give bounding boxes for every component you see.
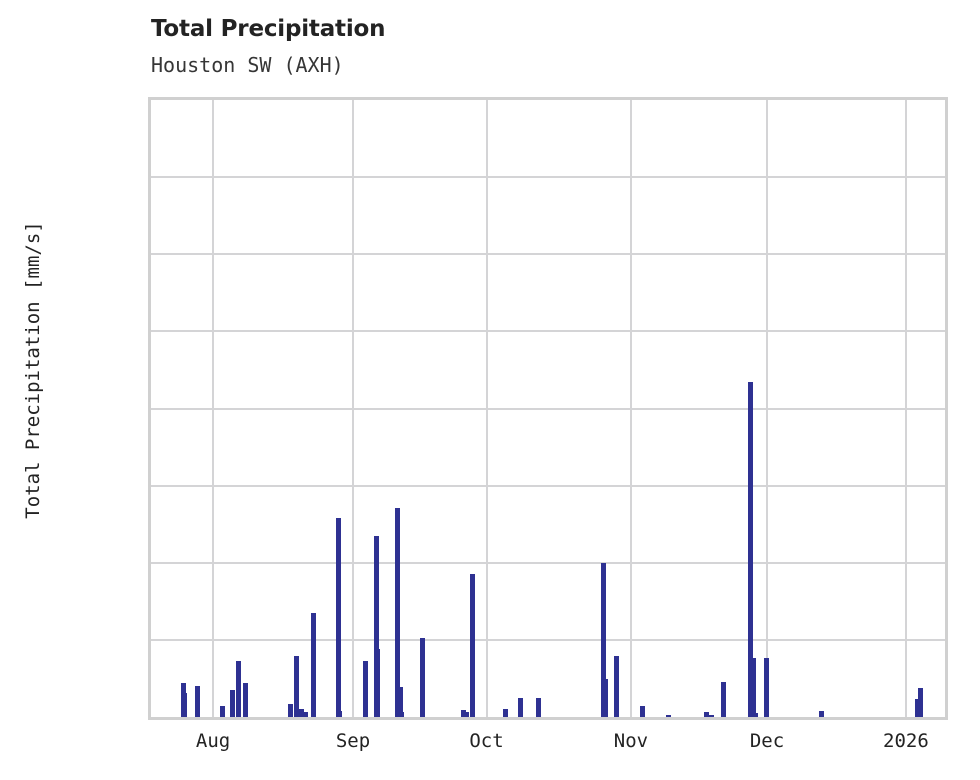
bar bbox=[398, 712, 404, 717]
bar bbox=[243, 683, 249, 717]
bar bbox=[748, 381, 754, 717]
x-tick-label: Oct bbox=[469, 730, 504, 752]
bar bbox=[194, 685, 200, 717]
axis-right-spine bbox=[945, 100, 948, 720]
bar bbox=[460, 710, 466, 717]
bar bbox=[397, 686, 403, 717]
x-tick-label: Aug bbox=[195, 730, 231, 752]
bar bbox=[703, 712, 709, 717]
gridline-vertical bbox=[629, 100, 632, 717]
bar bbox=[335, 518, 341, 717]
bar bbox=[293, 655, 299, 717]
bar bbox=[181, 692, 187, 717]
bar bbox=[639, 706, 645, 717]
axis-top-spine bbox=[148, 97, 948, 100]
bar bbox=[463, 712, 469, 717]
bar bbox=[666, 715, 672, 717]
bar bbox=[751, 657, 757, 717]
gridline-horizontal bbox=[151, 407, 945, 410]
bar bbox=[337, 711, 343, 717]
gridline-horizontal bbox=[151, 484, 945, 487]
chart-title: Total Precipitation bbox=[151, 16, 386, 42]
x-tick-label: Sep bbox=[335, 730, 371, 752]
bar bbox=[302, 712, 308, 717]
bar bbox=[720, 682, 726, 717]
bar bbox=[709, 715, 715, 717]
axis-bottom-spine bbox=[148, 717, 948, 720]
gridline-vertical bbox=[485, 100, 488, 717]
gridline-vertical bbox=[904, 100, 907, 717]
bar bbox=[818, 711, 824, 717]
bar bbox=[503, 709, 509, 717]
bar bbox=[469, 573, 475, 717]
bar bbox=[310, 612, 316, 717]
bar bbox=[518, 697, 524, 717]
x-tick-label: 2026 bbox=[883, 730, 929, 752]
bar bbox=[420, 637, 426, 717]
bar bbox=[395, 507, 401, 717]
bar bbox=[236, 661, 242, 717]
gridline-horizontal bbox=[151, 253, 945, 256]
bar bbox=[914, 698, 920, 717]
bar bbox=[219, 705, 225, 717]
gridline-vertical bbox=[212, 100, 215, 717]
bar bbox=[614, 656, 620, 717]
bar bbox=[601, 562, 607, 717]
gridline-vertical bbox=[351, 100, 354, 717]
bar bbox=[602, 679, 608, 717]
x-tick-label: Nov bbox=[613, 730, 649, 752]
y-axis-label: Total Precipitation [mm/s] bbox=[22, 221, 44, 519]
plot-area bbox=[151, 100, 945, 717]
chart-subtitle: Houston SW (AXH) bbox=[151, 53, 344, 77]
bar bbox=[373, 535, 379, 717]
bar bbox=[230, 690, 236, 717]
bar bbox=[915, 712, 921, 717]
bar bbox=[374, 648, 380, 717]
gridline-horizontal bbox=[151, 638, 945, 641]
gridline-horizontal bbox=[151, 176, 945, 179]
bar bbox=[535, 697, 541, 717]
x-tick-label: Dec bbox=[749, 730, 785, 752]
bar bbox=[299, 709, 305, 717]
bar bbox=[752, 713, 758, 717]
gridline-horizontal bbox=[151, 330, 945, 333]
bar bbox=[764, 658, 770, 717]
bar bbox=[362, 661, 368, 717]
gridline-vertical bbox=[765, 100, 768, 717]
axis-left-spine bbox=[148, 100, 151, 720]
bar bbox=[288, 704, 294, 717]
gridline-horizontal bbox=[151, 561, 945, 564]
bar bbox=[917, 687, 923, 717]
